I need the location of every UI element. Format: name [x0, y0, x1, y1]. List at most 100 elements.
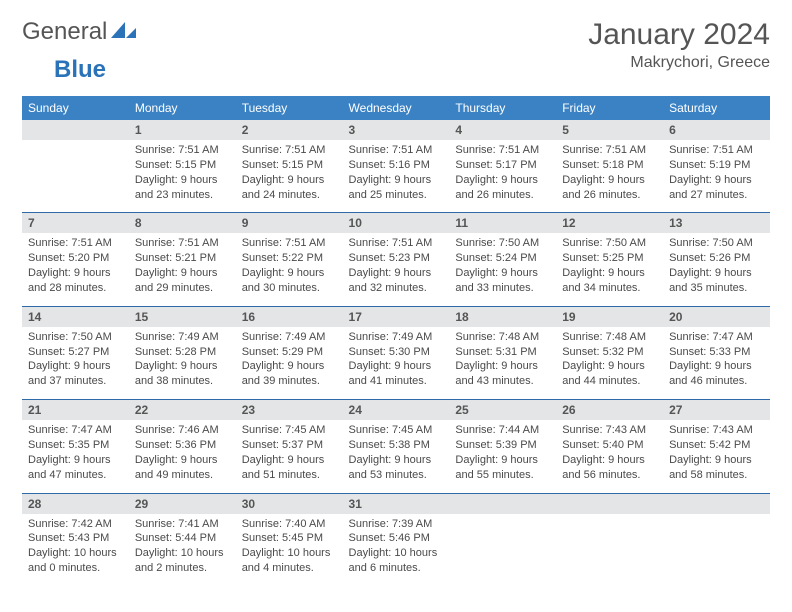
detail-line: Sunset: 5:44 PM	[135, 531, 230, 546]
day-detail-cell: Sunrise: 7:39 AMSunset: 5:46 PMDaylight:…	[343, 514, 450, 586]
detail-line: Sunrise: 7:51 AM	[349, 236, 444, 251]
day-number	[449, 494, 556, 514]
day-detail-cell: Sunrise: 7:49 AMSunset: 5:28 PMDaylight:…	[129, 327, 236, 400]
detail-line: Daylight: 9 hours	[28, 453, 123, 468]
detail-line: Sunset: 5:23 PM	[349, 251, 444, 266]
detail-line: and 56 minutes.	[562, 468, 657, 483]
day-number	[22, 120, 129, 140]
detail-line: Daylight: 9 hours	[242, 173, 337, 188]
day-number-row: 123456	[22, 120, 770, 140]
detail-line: Daylight: 9 hours	[349, 266, 444, 281]
detail-line: Daylight: 9 hours	[242, 359, 337, 374]
detail-line: Sunrise: 7:51 AM	[562, 143, 657, 158]
detail-line: and 55 minutes.	[455, 468, 550, 483]
detail-line: Sunset: 5:16 PM	[349, 158, 444, 173]
day-number: 27	[663, 400, 770, 420]
detail-line: Daylight: 9 hours	[349, 173, 444, 188]
detail-line: Daylight: 9 hours	[349, 453, 444, 468]
day-number	[663, 494, 770, 514]
detail-line: Sunset: 5:31 PM	[455, 345, 550, 360]
detail-line: Sunrise: 7:50 AM	[669, 236, 764, 251]
day-detail-cell: Sunrise: 7:43 AMSunset: 5:42 PMDaylight:…	[663, 420, 770, 493]
detail-line: Sunset: 5:37 PM	[242, 438, 337, 453]
day-detail-cell: Sunrise: 7:51 AMSunset: 5:17 PMDaylight:…	[449, 140, 556, 213]
day-number: 9	[236, 213, 343, 233]
day-detail-cell: Sunrise: 7:51 AMSunset: 5:19 PMDaylight:…	[663, 140, 770, 213]
day-number: 8	[129, 213, 236, 233]
day-detail-cell: Sunrise: 7:48 AMSunset: 5:31 PMDaylight:…	[449, 327, 556, 400]
detail-line: Sunrise: 7:51 AM	[242, 236, 337, 251]
detail-line: and 58 minutes.	[669, 468, 764, 483]
detail-line: and 47 minutes.	[28, 468, 123, 483]
detail-line: and 24 minutes.	[242, 188, 337, 203]
detail-line: Sunset: 5:22 PM	[242, 251, 337, 266]
day-number: 17	[343, 307, 450, 327]
day-number: 25	[449, 400, 556, 420]
day-detail-row: Sunrise: 7:50 AMSunset: 5:27 PM Daylight:…	[22, 327, 770, 400]
day-number: 4	[449, 120, 556, 140]
detail-line: Sunrise: 7:51 AM	[28, 236, 123, 251]
detail-line: Daylight: 9 hours	[349, 359, 444, 374]
detail-line: Sunset: 5:33 PM	[669, 345, 764, 360]
detail-line: Sunrise: 7:40 AM	[242, 517, 337, 532]
detail-line: Sunset: 5:38 PM	[349, 438, 444, 453]
detail-line: and 29 minutes.	[135, 281, 230, 296]
detail-line: and 23 minutes.	[135, 188, 230, 203]
day-number: 14	[22, 307, 129, 327]
detail-line: Daylight: 9 hours	[135, 266, 230, 281]
day-detail-row: Sunrise: 7:47 AMSunset: 5:35 PMDaylight:…	[22, 420, 770, 493]
detail-line: Sunrise: 7:51 AM	[135, 143, 230, 158]
day-detail-cell: Sunrise: 7:51 AMSunset: 5:15 PMDaylight:…	[129, 140, 236, 213]
day-number: 23	[236, 400, 343, 420]
detail-line: Sunrise: 7:50 AM	[28, 330, 123, 345]
day-detail-cell: Sunrise: 7:42 AMSunset: 5:43 PMDaylight:…	[22, 514, 129, 586]
detail-line: Sunset: 5:24 PM	[455, 251, 550, 266]
day-number: 1	[129, 120, 236, 140]
detail-line: and 2 minutes.	[135, 561, 230, 576]
detail-line: Sunset: 5:35 PM	[28, 438, 123, 453]
day-number: 29	[129, 494, 236, 514]
day-number: 30	[236, 494, 343, 514]
day-number: 20	[663, 307, 770, 327]
detail-line: Daylight: 10 hours	[242, 546, 337, 561]
detail-line: and 32 minutes.	[349, 281, 444, 296]
detail-line: Daylight: 9 hours	[669, 359, 764, 374]
detail-line: Sunrise: 7:48 AM	[562, 330, 657, 345]
dow-thursday: Thursday	[449, 96, 556, 120]
detail-line: and 44 minutes.	[562, 374, 657, 389]
day-number: 16	[236, 307, 343, 327]
detail-line: Sunrise: 7:51 AM	[349, 143, 444, 158]
day-detail-cell: Sunrise: 7:49 AMSunset: 5:29 PMDaylight:…	[236, 327, 343, 400]
detail-line: and 26 minutes.	[455, 188, 550, 203]
detail-line: Sunset: 5:36 PM	[135, 438, 230, 453]
day-number: 7	[22, 213, 129, 233]
detail-line: Daylight: 9 hours	[135, 359, 230, 374]
detail-line: Sunrise: 7:43 AM	[669, 423, 764, 438]
logo: General	[22, 18, 139, 46]
day-number: 15	[129, 307, 236, 327]
detail-line: Sunrise: 7:47 AM	[28, 423, 123, 438]
day-detail-cell: Sunrise: 7:47 AMSunset: 5:35 PMDaylight:…	[22, 420, 129, 493]
detail-line: and 53 minutes.	[349, 468, 444, 483]
detail-line: Sunset: 5:27 PM	[28, 345, 123, 360]
detail-line: Sunset: 5:15 PM	[135, 158, 230, 173]
detail-line: and 0 minutes.	[28, 561, 123, 576]
day-number-row: 14151617181920	[22, 307, 770, 327]
detail-line: Daylight: 9 hours	[562, 266, 657, 281]
detail-line: and 34 minutes.	[562, 281, 657, 296]
day-detail-cell: Sunrise: 7:47 AMSunset: 5:33 PMDaylight:…	[663, 327, 770, 400]
day-detail-cell: Sunrise: 7:49 AMSunset: 5:30 PMDaylight:…	[343, 327, 450, 400]
detail-line: and 37 minutes.	[28, 374, 123, 389]
detail-line: Daylight: 9 hours	[455, 359, 550, 374]
detail-line: Daylight: 9 hours	[455, 173, 550, 188]
day-detail-cell: Sunrise: 7:48 AMSunset: 5:32 PMDaylight:…	[556, 327, 663, 400]
detail-line: Sunset: 5:46 PM	[349, 531, 444, 546]
day-detail-cell: Sunrise: 7:50 AMSunset: 5:24 PMDaylight:…	[449, 233, 556, 306]
detail-line: Sunrise: 7:47 AM	[669, 330, 764, 345]
day-number: 5	[556, 120, 663, 140]
detail-line: Sunset: 5:40 PM	[562, 438, 657, 453]
detail-line: Sunset: 5:20 PM	[28, 251, 123, 266]
detail-line: Sunrise: 7:50 AM	[562, 236, 657, 251]
logo-text-blue: Blue	[54, 56, 106, 83]
day-number: 18	[449, 307, 556, 327]
